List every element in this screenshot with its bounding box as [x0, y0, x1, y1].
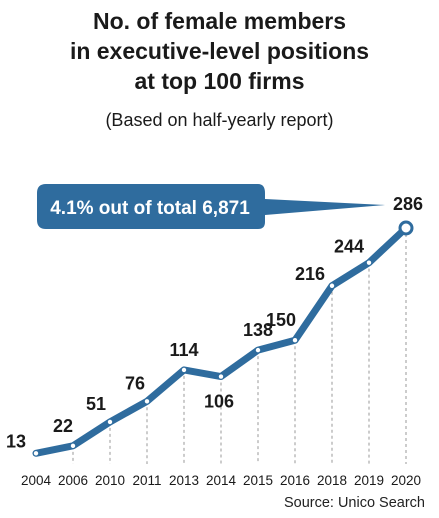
- x-tick-label-2004: 2004: [21, 473, 52, 488]
- data-label-2018: 216: [295, 264, 325, 284]
- x-tick-label-2010: 2010: [95, 473, 125, 488]
- x-tick-label-2020: 2020: [391, 473, 421, 488]
- chart-title: No. of female members in executive-level…: [0, 6, 439, 96]
- chart-subtitle: (Based on half-yearly report): [105, 110, 334, 130]
- x-tick-label-2016: 2016: [280, 473, 310, 488]
- data-point-2014: [218, 374, 224, 379]
- source-note: Source: Unico Search: [283, 495, 425, 511]
- data-label-2010: 51: [86, 394, 106, 414]
- x-tick-label-2015: 2015: [243, 473, 273, 488]
- data-point-2013: [181, 367, 187, 373]
- data-label-2014: 106: [204, 392, 234, 412]
- x-tick-label-2019: 2019: [354, 473, 384, 488]
- data-label-2004: 13: [6, 431, 26, 451]
- annotation-bubble: [37, 184, 385, 229]
- title-line-1: No. of female members: [92, 8, 347, 34]
- x-tick-label-2011: 2011: [132, 473, 161, 488]
- x-tick-label-2013: 2013: [169, 473, 199, 488]
- guide-lines: [72, 234, 407, 464]
- annotation-callout: 4.1% out of total 6,871: [37, 184, 385, 229]
- data-point-2019: [366, 260, 372, 265]
- x-axis-tick-labels: 2004 2006 2010 2011 2013 2014 2015 2016 2018 2019…: [21, 473, 421, 488]
- data-label-2019: 244: [334, 237, 364, 257]
- data-point-2020: [398, 220, 414, 236]
- data-point-2006: [70, 443, 76, 449]
- data-point-2010: [107, 419, 113, 425]
- data-point-2004: [33, 451, 39, 456]
- data-label-2013: 114: [169, 340, 198, 360]
- x-tick-label-2018: 2018: [317, 473, 347, 488]
- data-point-2015: [255, 347, 261, 353]
- data-point-2011: [144, 399, 150, 404]
- annotation-text: 4.1% out of total 6,871: [50, 198, 250, 219]
- title-line-2: in executive-level positions: [69, 38, 370, 64]
- data-label-2011: 76: [125, 373, 145, 393]
- title-line-3: at top 100 firms: [134, 68, 305, 94]
- x-tick-label-2014: 2014: [206, 473, 237, 488]
- data-point-2018: [329, 283, 335, 288]
- data-label-2020: 286: [393, 194, 423, 214]
- data-label-2016: 150: [266, 310, 296, 330]
- x-tick-label-2006: 2006: [58, 473, 88, 488]
- data-label-2006: 22: [53, 416, 73, 436]
- data-point-2016: [292, 338, 298, 343]
- series-line-group: [32, 220, 414, 457]
- data-label-2015: 138: [243, 320, 273, 340]
